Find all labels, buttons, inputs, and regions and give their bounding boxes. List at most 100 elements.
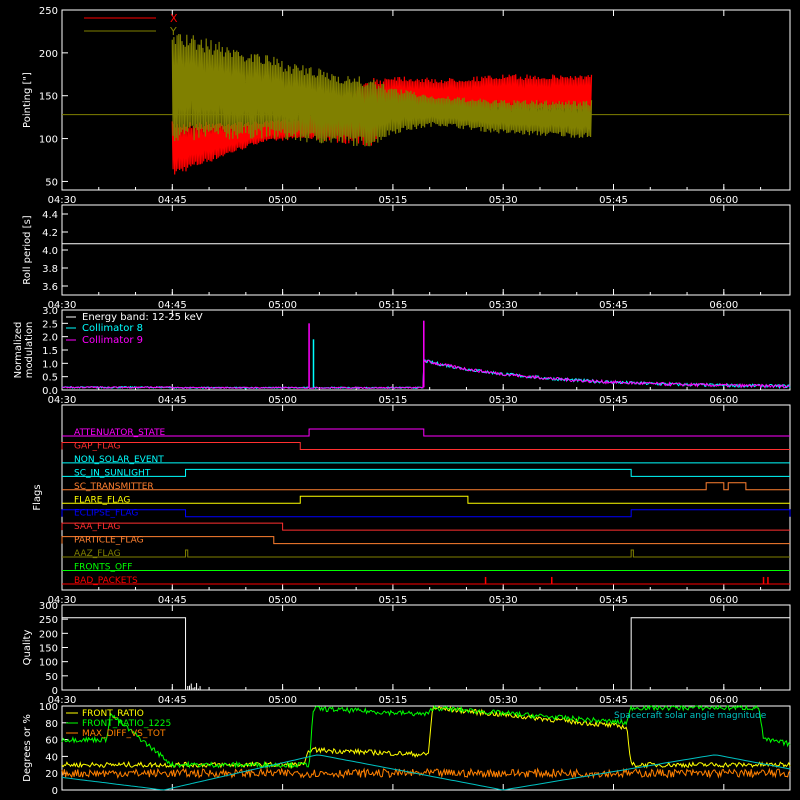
x-tick-label: 05:15 bbox=[378, 395, 407, 406]
x-tick-label: 04:45 bbox=[158, 595, 187, 606]
flag-trace bbox=[62, 468, 790, 477]
y-tick-label: 50 bbox=[45, 177, 58, 188]
y-tick-label: 1.0 bbox=[42, 359, 58, 370]
y-tick-label: 40 bbox=[45, 752, 58, 763]
modulation-series-collimator-9 bbox=[61, 359, 791, 390]
panel-frame-1 bbox=[61, 204, 791, 296]
y-tick-label: 4.4 bbox=[42, 210, 58, 221]
x-tick-label: 05:45 bbox=[599, 300, 628, 311]
legend-label: FRONT_RATIO bbox=[82, 709, 144, 719]
flag-label: GAP_FLAG bbox=[74, 441, 120, 451]
x-tick-label: 05:00 bbox=[268, 300, 297, 311]
x-tick-label: 06:00 bbox=[709, 695, 738, 706]
y-tick-label: 250 bbox=[39, 6, 58, 17]
y-tick-label: 3.8 bbox=[42, 264, 58, 275]
x-tick-label: 05:00 bbox=[268, 195, 297, 206]
y-tick-label: 0.0 bbox=[42, 386, 58, 397]
y-axis-label: Normalized bbox=[13, 322, 24, 379]
x-tick-label: 05:15 bbox=[378, 195, 407, 206]
x-tick-label: 05:30 bbox=[489, 695, 518, 706]
x-tick-label: 05:45 bbox=[599, 395, 628, 406]
y-tick-label: 0 bbox=[52, 786, 58, 797]
y-axis-label: Degrees or % bbox=[22, 714, 33, 782]
x-tick-label: 04:30 bbox=[48, 300, 77, 311]
degrees-series bbox=[61, 767, 791, 780]
y-tick-label: 300 bbox=[39, 601, 58, 612]
x-tick-label: 05:30 bbox=[489, 595, 518, 606]
x-tick-label: 04:45 bbox=[158, 195, 187, 206]
x-tick-label: 04:30 bbox=[48, 695, 77, 706]
y-tick-label: 150 bbox=[39, 92, 58, 103]
x-tick-label: 04:30 bbox=[48, 195, 77, 206]
flag-label: AAZ_FLAG bbox=[74, 549, 121, 559]
y-axis-label: Roll period [s] bbox=[22, 215, 33, 284]
y-tick-label: 2.0 bbox=[42, 333, 58, 344]
flag-trace bbox=[61, 522, 790, 531]
legend-label-collimator: Collimator 8 bbox=[82, 323, 143, 334]
y-tick-label: 80 bbox=[45, 719, 58, 730]
y-axis-label: Quality bbox=[22, 630, 33, 666]
y-tick-label: 4.2 bbox=[42, 228, 58, 239]
y-tick-label: 200 bbox=[39, 49, 58, 60]
flag-label: ATTENUATOR_STATE bbox=[74, 428, 166, 438]
x-tick-label: 05:00 bbox=[268, 595, 297, 606]
flag-trace bbox=[61, 441, 790, 450]
legend-label: Spacecraft solar angle magnitude bbox=[614, 711, 767, 721]
y-tick-label: 4.0 bbox=[42, 246, 58, 257]
flag-trace bbox=[62, 495, 790, 504]
x-tick-label: 05:15 bbox=[378, 595, 407, 606]
x-tick-label: 06:00 bbox=[709, 195, 738, 206]
legend-label-x: X bbox=[170, 12, 178, 25]
legend-label: FRONT_RATIO_1225 bbox=[82, 719, 171, 729]
y-tick-label: 2.5 bbox=[42, 319, 58, 330]
flag-label: PARTICLE_FLAG bbox=[74, 536, 144, 546]
y-axis-label: modulation bbox=[24, 322, 35, 379]
x-tick-label: 04:45 bbox=[158, 695, 187, 706]
panel-frame-0 bbox=[61, 9, 791, 191]
x-tick-label: 04:45 bbox=[158, 395, 187, 406]
x-tick-label: 04:45 bbox=[158, 300, 187, 311]
quality-series bbox=[62, 617, 790, 691]
x-tick-label: 05:00 bbox=[268, 695, 297, 706]
x-tick-label: 05:45 bbox=[599, 595, 628, 606]
y-tick-label: 150 bbox=[39, 644, 58, 655]
y-tick-label: 20 bbox=[45, 769, 58, 780]
y-tick-label: 200 bbox=[39, 629, 58, 640]
x-tick-label: 05:45 bbox=[599, 695, 628, 706]
flag-label: SC_IN_SUNLIGHT bbox=[74, 468, 151, 478]
flag-label: NON_SOLAR_EVENT bbox=[74, 455, 164, 465]
x-tick-label: 05:00 bbox=[268, 395, 297, 406]
y-tick-label: 100 bbox=[39, 658, 58, 669]
y-tick-label: 250 bbox=[39, 615, 58, 626]
y-tick-label: 3.6 bbox=[42, 282, 58, 293]
legend-label: MAX_DIFF_VS_TOT bbox=[82, 729, 166, 739]
flag-label: ECLIPSE_FLAG bbox=[74, 509, 138, 519]
flag-label: FRONTS_OFF bbox=[74, 563, 132, 573]
flag-trace bbox=[61, 536, 790, 545]
x-tick-label: 06:00 bbox=[709, 300, 738, 311]
x-tick-label: 05:15 bbox=[378, 695, 407, 706]
y-tick-label: 0 bbox=[52, 686, 58, 697]
y-axis-label: Pointing ["] bbox=[22, 72, 33, 128]
y-tick-label: 100 bbox=[39, 702, 58, 713]
flag-label: SC_TRANSMITTER bbox=[74, 482, 154, 492]
x-tick-label: 04:30 bbox=[48, 395, 77, 406]
flag-label: FLARE_FLAG bbox=[74, 495, 130, 505]
flag-label: BAD_PACKETS bbox=[74, 576, 138, 586]
x-tick-label: 05:30 bbox=[489, 195, 518, 206]
x-tick-label: 05:30 bbox=[489, 395, 518, 406]
pointing-series-y bbox=[171, 33, 593, 147]
flag-trace bbox=[62, 549, 790, 558]
y-tick-label: 1.5 bbox=[42, 346, 58, 357]
y-tick-label: 60 bbox=[45, 736, 58, 747]
legend-label-y: Y bbox=[169, 25, 177, 38]
panel-frame-3 bbox=[61, 404, 791, 591]
panel-frame-5 bbox=[61, 705, 791, 791]
x-tick-label: 06:00 bbox=[709, 595, 738, 606]
flag-trace bbox=[62, 428, 790, 437]
flag-trace bbox=[62, 482, 790, 491]
energy-band-label: Energy band: 12-25 keV bbox=[82, 312, 203, 323]
y-tick-label: 100 bbox=[39, 135, 58, 146]
x-tick-label: 05:30 bbox=[489, 300, 518, 311]
